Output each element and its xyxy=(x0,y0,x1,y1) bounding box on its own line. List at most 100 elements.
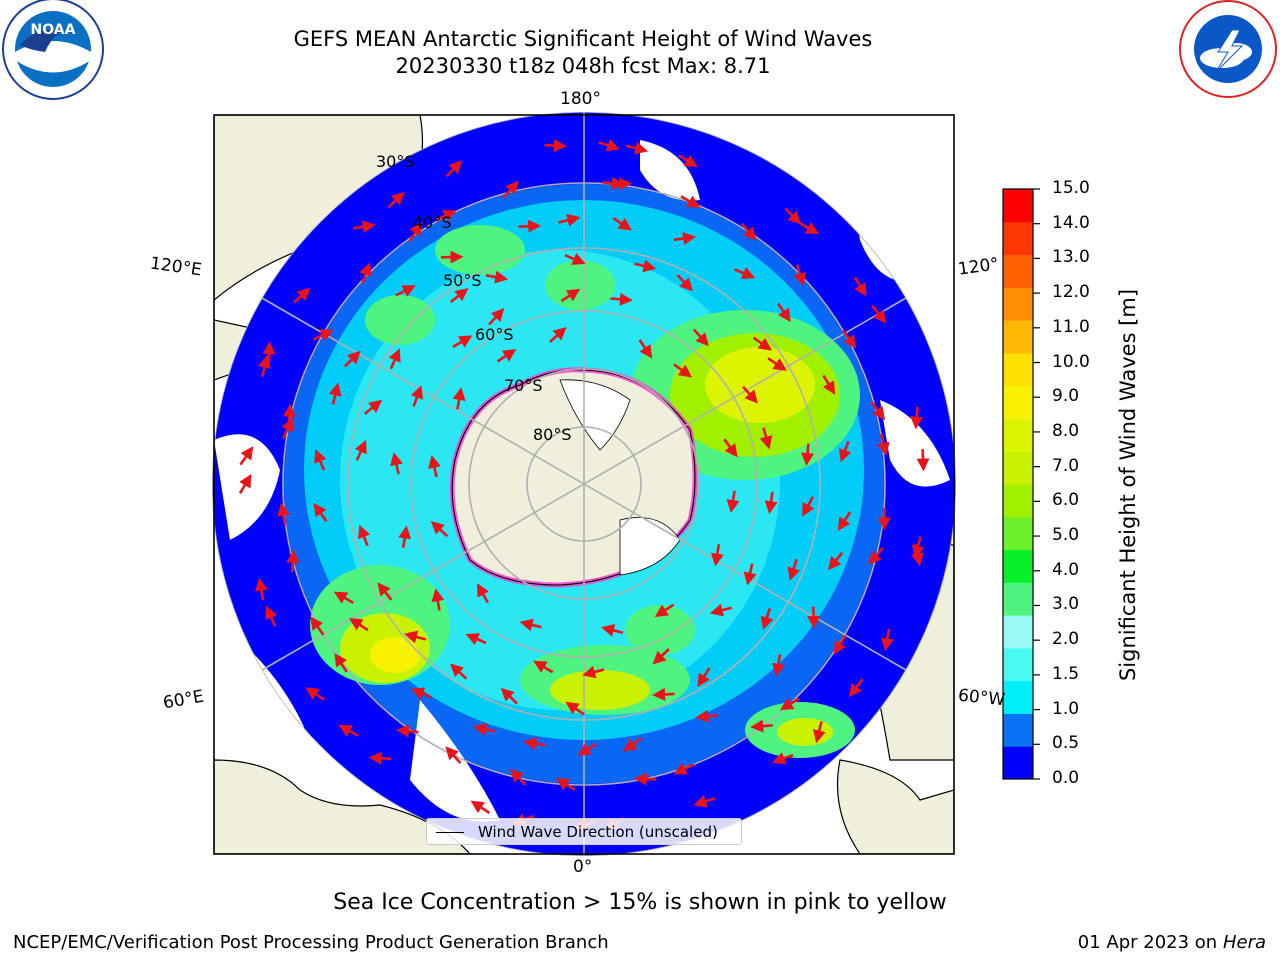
wave-direction-arrow xyxy=(509,768,527,786)
wave-direction-arrow xyxy=(598,139,621,152)
colorbar-tick-label: 11.0 xyxy=(1052,316,1090,337)
wave-direction-arrow xyxy=(445,746,462,764)
wave-direction-arrow xyxy=(764,491,778,515)
wave-direction-arrow xyxy=(779,697,800,711)
wave-direction-arrow xyxy=(842,329,857,349)
wave-direction-arrow xyxy=(612,216,632,231)
wave-direction-arrow xyxy=(652,648,670,665)
sea-ice-note: Sea Ice Concentration > 15% is shown in … xyxy=(333,890,947,915)
wave-direction-arrow xyxy=(238,473,252,495)
nws-logo xyxy=(1179,0,1277,98)
wave-direction-arrow xyxy=(258,354,271,378)
colorbar-segment xyxy=(1003,221,1033,256)
wave-direction-arrow xyxy=(354,439,367,461)
title-line-2: 20230330 t18z 048h fcst Max: 8.71 xyxy=(395,54,771,78)
wave-direction-arrow xyxy=(600,624,624,637)
colorbar-segment xyxy=(1003,746,1033,780)
wave-direction-arrow xyxy=(548,326,567,343)
wave-direction-arrow xyxy=(693,795,716,808)
map-legend: Wind Wave Direction (unscaled) xyxy=(426,818,742,845)
colorbar-tick-label: 6.0 xyxy=(1052,490,1080,511)
wave-direction-arrow xyxy=(281,417,294,439)
wave-direction-arrow xyxy=(812,721,826,744)
colorbar-segment xyxy=(1003,484,1033,518)
wave-field xyxy=(212,112,956,856)
colorbar-tick-label: 1.5 xyxy=(1052,663,1080,684)
wave-direction-arrow xyxy=(410,385,423,407)
wave-direction-arrow xyxy=(793,264,807,287)
wave-direction-arrow xyxy=(398,525,412,548)
colorbar-segment xyxy=(1003,189,1033,223)
colorbar-tick-label: 7.0 xyxy=(1052,455,1080,476)
colorbar-tick-label: 0.0 xyxy=(1052,768,1080,788)
wave-direction-arrow xyxy=(428,454,441,478)
colorbar-segment xyxy=(1003,516,1033,551)
wave-direction-arrow xyxy=(338,724,359,737)
wave-direction-arrow xyxy=(833,634,847,655)
wave-direction-arrow xyxy=(723,438,738,458)
wave-direction-arrow xyxy=(292,287,311,304)
wave-direction-arrow xyxy=(673,363,693,378)
wave-direction-arrow xyxy=(358,524,371,547)
credit-text: NCEP/EMC/Verification Post Processing Pr… xyxy=(13,932,609,953)
wave-direction-arrow xyxy=(577,742,598,756)
colorbar-segment xyxy=(1003,352,1033,387)
wave-direction-arrow xyxy=(359,262,372,284)
wave-direction-arrow xyxy=(877,433,890,456)
wave-direction-arrow xyxy=(625,141,649,155)
wave-direction-arrow xyxy=(388,348,401,370)
wave-direction-arrow xyxy=(404,630,427,644)
colorbar xyxy=(1003,189,1033,780)
wave-direction-arrow xyxy=(387,191,405,209)
wave-direction-arrow xyxy=(496,349,517,363)
wave-direction-arrow xyxy=(743,563,757,586)
wave-direction-arrow xyxy=(328,382,342,405)
wave-direction-arrow xyxy=(734,267,756,280)
wave-direction-arrow xyxy=(449,663,468,680)
wave-direction-arrow xyxy=(313,502,328,523)
colorbar-segment xyxy=(1003,418,1033,452)
date-text: 01 Apr 2023 xyxy=(1077,932,1190,953)
wave-direction-arrow xyxy=(445,160,463,178)
legend-label: Wind Wave Direction (unscaled) xyxy=(478,823,718,841)
colorbar-segment xyxy=(1003,320,1033,354)
wave-direction-arrow xyxy=(452,335,473,349)
wave-direction-arrow xyxy=(519,618,542,632)
wave-direction-arrow xyxy=(798,221,820,235)
wave-direction-arrow xyxy=(435,210,457,222)
wave-direction-arrow xyxy=(771,752,794,765)
colorbar-frame xyxy=(1002,188,1034,780)
colorbar-segment xyxy=(1003,549,1033,583)
lat-label-70s: 70°S xyxy=(504,376,543,395)
wave-direction-arrow xyxy=(752,336,772,351)
wave-direction-arrow xyxy=(313,329,334,342)
wave-direction-arrow xyxy=(853,276,867,297)
lat-label-50s: 50°S xyxy=(443,271,482,290)
colorbar-tick-label: 15.0 xyxy=(1052,178,1090,198)
wave-direction-arrow xyxy=(396,724,419,738)
wave-direction-arrow xyxy=(726,490,740,514)
colorbar-segment xyxy=(1003,680,1033,714)
colorbar-tick-label: 4.0 xyxy=(1052,559,1080,580)
colorbar-tick-label: 0.5 xyxy=(1052,733,1080,754)
wave-direction-arrow xyxy=(465,633,487,646)
wave-direction-arrow xyxy=(282,403,296,427)
wave-direction-arrow xyxy=(633,772,657,786)
wave-direction-arrow xyxy=(777,302,791,323)
wave-direction-arrow xyxy=(652,687,675,701)
colorbar-tick-label: 2.0 xyxy=(1052,629,1080,650)
wave-direction-arrow xyxy=(837,511,852,531)
wave-direction-arrow xyxy=(822,374,836,395)
wave-direction-arrow xyxy=(767,357,787,371)
lat-label-60s: 60°S xyxy=(475,325,514,344)
wave-direction-arrow xyxy=(673,762,695,775)
wave-direction-arrow xyxy=(622,737,643,752)
wave-direction-arrow xyxy=(582,665,605,679)
wave-direction-arrow xyxy=(784,207,802,225)
lon-label-0: 0° xyxy=(573,857,593,877)
wave-direction-arrow xyxy=(333,591,354,605)
wave-direction-arrow xyxy=(848,678,864,698)
wave-direction-arrow xyxy=(839,440,852,463)
colorbar-tick-label: 12.0 xyxy=(1052,282,1090,303)
